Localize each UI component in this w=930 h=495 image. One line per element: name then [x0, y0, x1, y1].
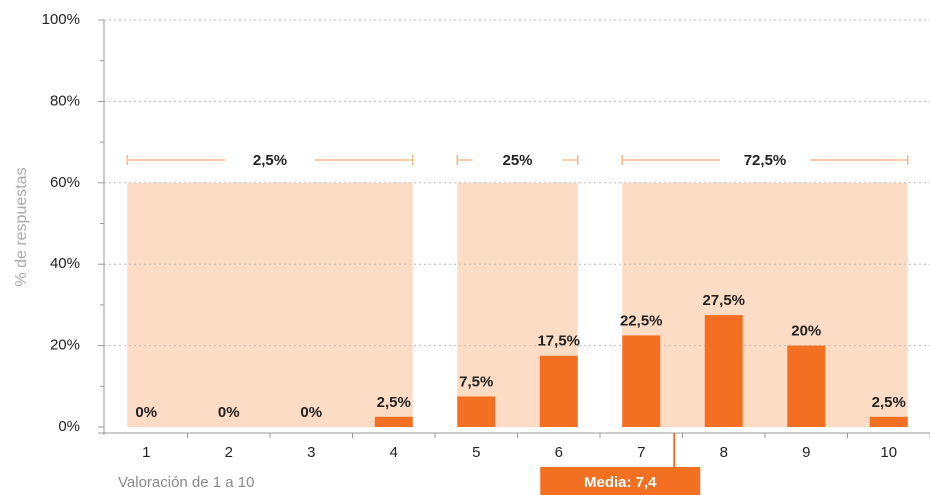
value-label: 7,5%: [459, 373, 493, 390]
x-tick-label: 3: [307, 444, 315, 461]
bar: [704, 315, 743, 427]
mean-label: Media: 7,4: [584, 474, 657, 491]
value-label: 2,5%: [377, 394, 411, 411]
x-tick-label: 1: [142, 444, 150, 461]
bracket-gap: [225, 152, 315, 168]
bar: [374, 416, 413, 427]
value-label: 2,5%: [872, 394, 906, 411]
x-tick-label: 2: [225, 444, 233, 461]
x-tick-label: 5: [472, 444, 480, 461]
y-tick-label: 100%: [42, 11, 80, 28]
y-tick-label: 60%: [50, 174, 80, 191]
x-tick-label: 8: [720, 444, 728, 461]
y-tick-label: 0%: [58, 418, 80, 435]
bar: [457, 396, 496, 427]
y-tick-label: 40%: [50, 255, 80, 272]
value-label: 22,5%: [620, 312, 663, 329]
x-tick-label: 10: [880, 444, 897, 461]
group-label: 2,5%: [253, 152, 287, 169]
bar: [622, 335, 661, 427]
value-label: 27,5%: [702, 292, 745, 309]
bracket-gap: [472, 152, 563, 168]
value-label: 0%: [218, 404, 240, 421]
x-tick-label: 7: [637, 444, 645, 461]
value-label: 0%: [300, 404, 322, 421]
x-tick-label: 9: [802, 444, 810, 461]
value-label: 0%: [135, 404, 157, 421]
bar: [869, 416, 908, 427]
value-label: 17,5%: [537, 333, 580, 350]
y-tick-label: 80%: [50, 92, 80, 109]
bar: [787, 345, 826, 427]
group-label: 72,5%: [744, 152, 787, 169]
y-axis-label: % de respuestas: [13, 167, 30, 286]
x-tick-label: 6: [555, 444, 563, 461]
y-tick-label: 20%: [50, 337, 80, 354]
bracket-gap: [720, 152, 810, 168]
mean-box: [540, 467, 701, 495]
x-axis-label: Valoración de 1 a 10: [118, 474, 255, 491]
value-label: 20%: [791, 323, 821, 340]
group-band: [622, 182, 908, 427]
bar: [539, 355, 578, 427]
group-band: [127, 182, 413, 427]
x-tick-label: 4: [390, 444, 398, 461]
group-label: 25%: [502, 152, 532, 169]
